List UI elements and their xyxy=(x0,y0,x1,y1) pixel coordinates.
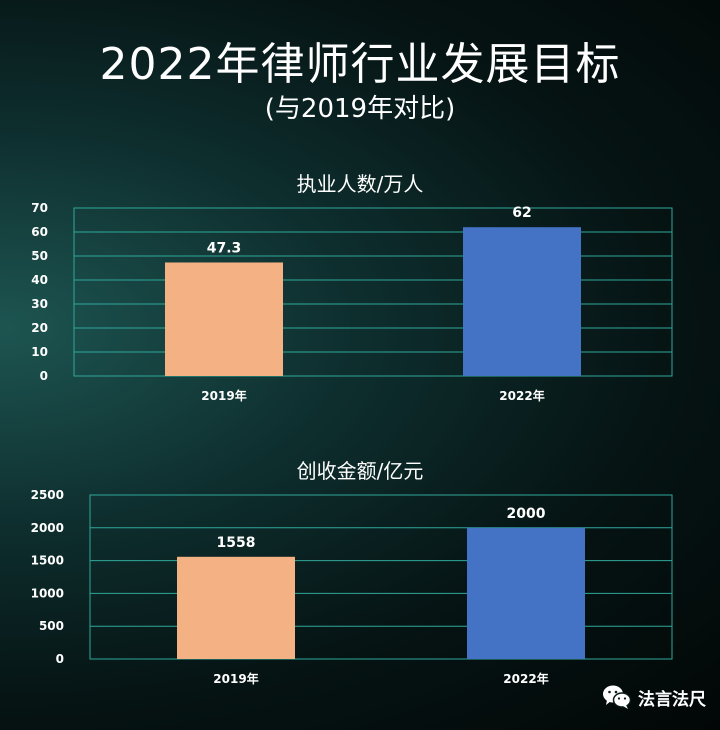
x-tick-label: 2019年 xyxy=(213,671,258,686)
chart-2-title: 创收金额/亿元 xyxy=(296,459,424,483)
x-tick-label: 2019年 xyxy=(201,388,246,403)
y-tick-label: 10 xyxy=(31,345,48,359)
y-tick-label: 500 xyxy=(39,619,64,633)
chart-revenue: 0 500 1000 1500 2000 2500 1558 2019年 2000 2022年 xyxy=(31,488,673,686)
data-label: 47.3 xyxy=(207,240,242,256)
chart-1-title: 执业人数/万人 xyxy=(296,172,424,196)
y-tick-label: 70 xyxy=(31,201,48,215)
chart-practitioners: 0 10 20 30 40 50 60 70 47.3 2019年 62 2022年 xyxy=(31,201,673,403)
y-tick-label: 0 xyxy=(56,652,64,666)
bar-2019年 xyxy=(165,262,283,376)
y-tick-label: 0 xyxy=(40,369,48,383)
y-tick-label: 1500 xyxy=(31,554,64,568)
y-tick-label: 50 xyxy=(31,249,48,263)
page-subtitle: (与2019年对比) xyxy=(264,94,456,124)
x-tick-label: 2022年 xyxy=(499,388,544,403)
y-tick-label: 2500 xyxy=(31,488,64,502)
x-tick-label: 2022年 xyxy=(503,671,548,686)
data-label: 2000 xyxy=(507,506,546,522)
y-tick-label: 1000 xyxy=(31,586,64,600)
watermark-text: 法言法尺 xyxy=(638,689,706,710)
bar-2022年 xyxy=(463,227,581,376)
y-tick-label: 2000 xyxy=(31,521,64,535)
watermark: 法言法尺 xyxy=(602,684,706,710)
y-tick-label: 60 xyxy=(31,225,48,239)
plot-frame xyxy=(89,494,673,660)
bar-2019年 xyxy=(177,556,295,659)
wechat-icon xyxy=(603,685,632,709)
y-tick-label: 30 xyxy=(31,297,48,311)
page-title: 2022年律师行业发展目标 xyxy=(99,39,621,90)
y-tick-label: 40 xyxy=(31,273,48,287)
plot-frame xyxy=(73,207,673,377)
data-label: 62 xyxy=(512,205,531,221)
data-label: 1558 xyxy=(217,535,256,551)
bar-2022年 xyxy=(467,527,585,659)
y-tick-label: 20 xyxy=(31,321,48,335)
